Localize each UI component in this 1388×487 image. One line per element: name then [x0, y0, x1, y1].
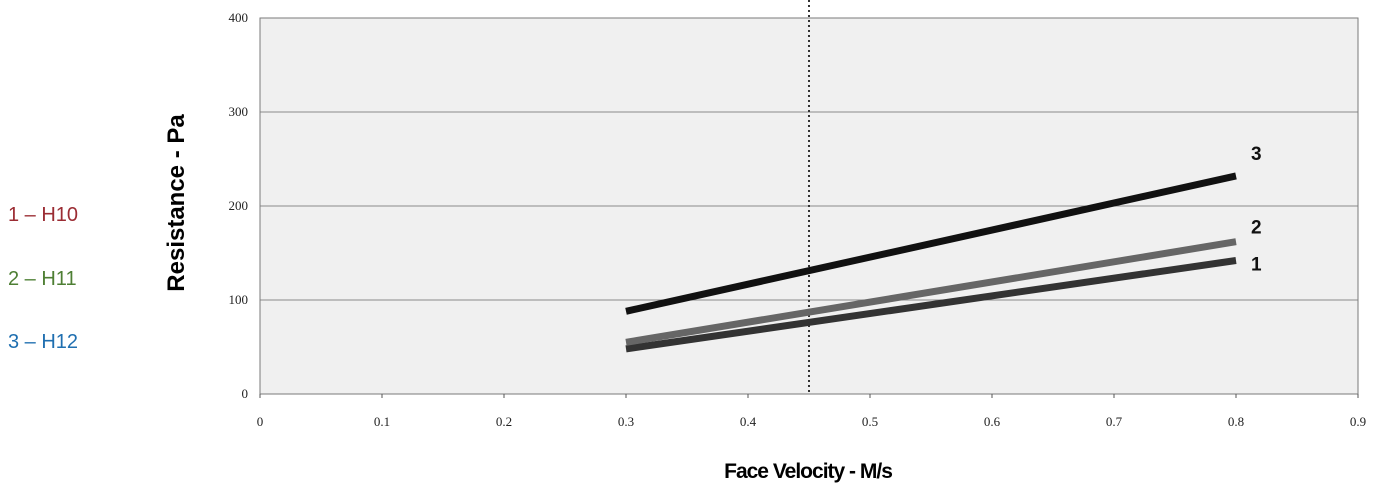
x-tick-label-0.1: 0.1 — [374, 414, 390, 429]
y-tick-label-100: 100 — [229, 292, 249, 307]
tick-labels: 0 0.1 0.2 0.3 0.4 0.5 0.6 0.7 0.8 0.9 0 100 200 300 40… — [229, 10, 1367, 429]
series-line-3 — [625, 172, 1237, 315]
x-tick-label-0.3: 0.3 — [618, 414, 634, 429]
x-tick-label-0.4: 0.4 — [740, 414, 757, 429]
y-tick-label-300: 300 — [229, 104, 249, 119]
series-line-2 — [625, 238, 1237, 346]
legend-item-h10: 1 – H10 — [8, 204, 78, 227]
x-tick-label-0.6: 0.6 — [984, 414, 1001, 429]
x-tick-label-0.2: 0.2 — [496, 414, 512, 429]
y-axis-label: Resistance - Pa — [163, 114, 190, 292]
legend-item-h11: 2 – H11 — [8, 268, 77, 291]
x-tick-label-0.8: 0.8 — [1228, 414, 1244, 429]
legend-label-h11: 2 – H11 — [8, 268, 77, 290]
legend-item-h12: 3 – H12 — [8, 331, 78, 354]
series-line-1 — [625, 257, 1237, 353]
series-layer: 1 2 3 — [625, 144, 1262, 353]
x-tick-label-0.5: 0.5 — [862, 414, 878, 429]
y-tick-label-0: 0 — [242, 386, 249, 401]
series-end-label-1: 1 — [1251, 255, 1262, 276]
y-tick-label-200: 200 — [229, 198, 249, 213]
x-tick-label-0.9: 0.9 — [1350, 414, 1366, 429]
series-end-label-3: 3 — [1251, 144, 1262, 165]
plot-border — [259, 17, 1359, 395]
x-axis-label: Face Velocity - M/s — [724, 460, 892, 483]
series-end-label-2: 2 — [1251, 218, 1262, 239]
x-tick-label-0: 0 — [257, 414, 264, 429]
legend-label-h12: 3 – H12 — [8, 331, 79, 353]
legend-label-h10: 1 – H10 — [8, 204, 79, 226]
x-tick-label-0.7: 0.7 — [1106, 414, 1123, 429]
y-tick-label-400: 400 — [229, 10, 249, 25]
